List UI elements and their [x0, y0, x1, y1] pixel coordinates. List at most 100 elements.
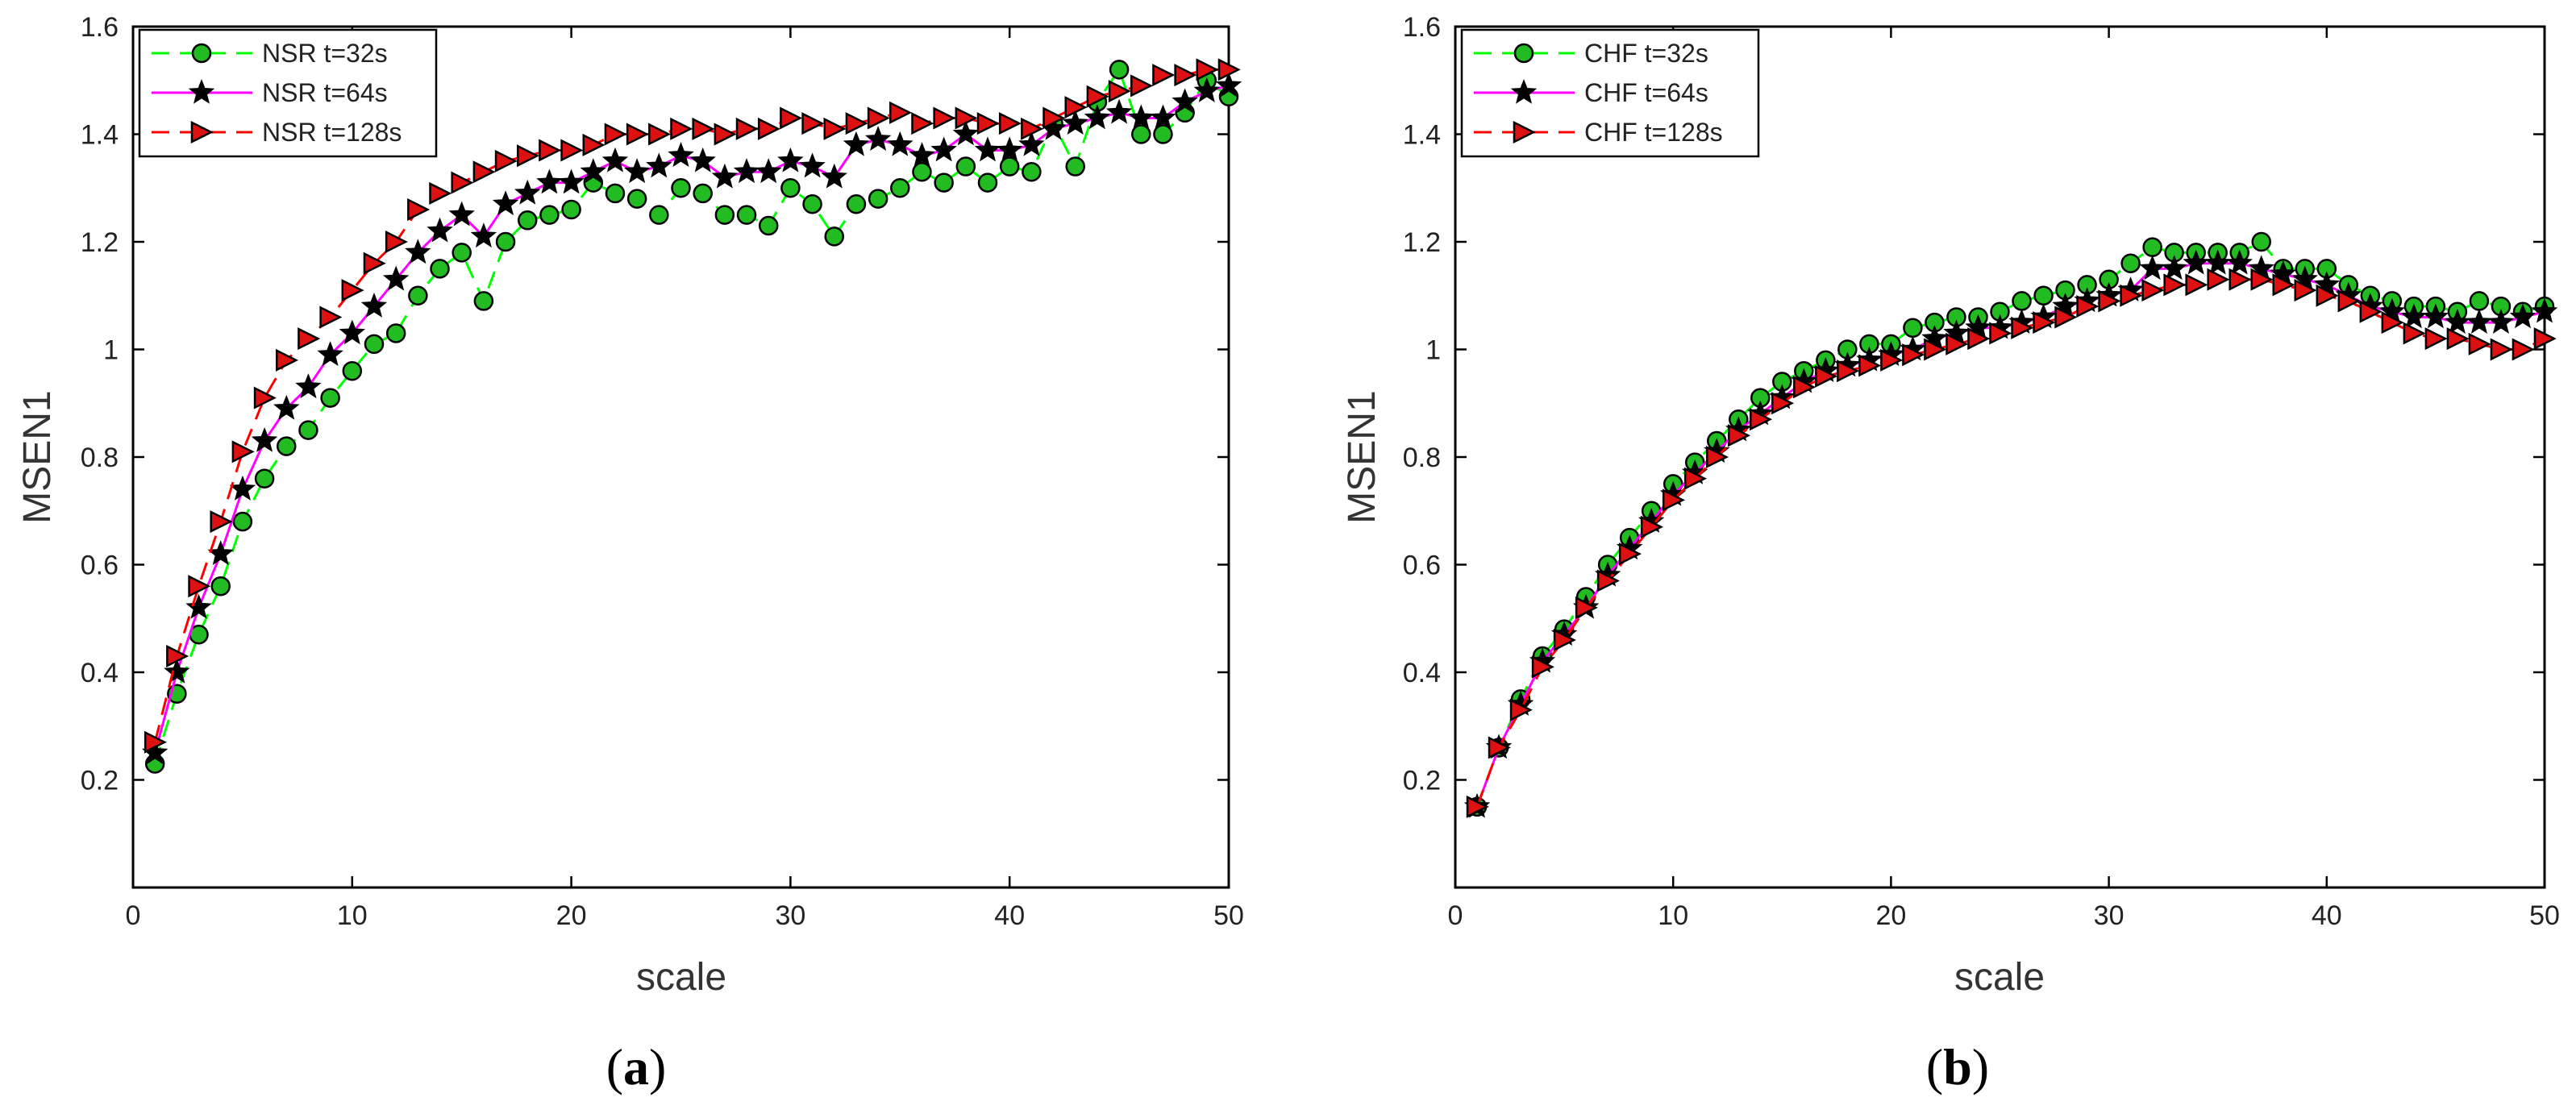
data-point [317, 341, 343, 366]
data-point [930, 136, 957, 162]
data-point [1042, 106, 1066, 130]
data-point [821, 163, 847, 189]
data-point [2469, 291, 2490, 311]
legend-entry: NSR t=32s [262, 39, 388, 68]
data-point [777, 147, 804, 173]
data-point [909, 142, 935, 167]
data-point [1989, 322, 2012, 345]
data-point [254, 468, 275, 488]
data-point [2294, 279, 2317, 302]
data-point [1152, 64, 1176, 87]
data-point [933, 106, 956, 130]
data-point [2511, 338, 2535, 361]
data-point [385, 323, 406, 343]
data-point [955, 156, 976, 177]
data-point [144, 730, 167, 754]
y-tick-label: 1.4 [81, 120, 119, 151]
data-point [339, 319, 366, 345]
panel-label: (b) [1926, 1038, 1989, 1095]
data-point [2403, 322, 2426, 345]
data-point [2033, 311, 2056, 335]
legend-entry: NSR t=128s [262, 118, 402, 147]
data-point [1153, 124, 1173, 144]
data-point [494, 149, 518, 173]
data-point [251, 426, 278, 452]
data-point [1150, 104, 1176, 130]
data-point [1171, 88, 1198, 114]
legend-swatch-marker [188, 78, 215, 104]
data-point [1903, 318, 1923, 339]
data-point [2141, 279, 2165, 302]
data-point [2011, 316, 2034, 339]
data-point [2161, 255, 2187, 281]
y-tick-label: 1.2 [81, 227, 119, 258]
data-point [560, 139, 584, 162]
data-point [1084, 104, 1111, 130]
panel-label-letter: b [1943, 1038, 1972, 1095]
data-point [2400, 303, 2428, 329]
data-point [1021, 117, 1044, 140]
data-point [1553, 628, 1576, 651]
data-point [1064, 96, 1088, 119]
data-point [626, 123, 649, 146]
data-point [1596, 569, 1620, 592]
legend-entry: CHF t=64s [1584, 78, 1708, 107]
data-point [229, 475, 256, 501]
data-point [1531, 655, 1554, 679]
data-point [1086, 85, 1109, 108]
data-point [604, 123, 627, 146]
data-point [298, 420, 318, 440]
y-tick-label: 1 [103, 335, 119, 366]
data-point [2422, 303, 2449, 329]
data-point [801, 112, 825, 135]
data-point [1728, 424, 1751, 447]
data-point [514, 179, 541, 205]
data-point [1108, 80, 1131, 103]
data-point [733, 158, 760, 184]
x-tick-label: 50 [1213, 900, 1244, 931]
data-point [2490, 338, 2513, 361]
data-point [1130, 74, 1154, 98]
data-point [364, 334, 385, 355]
data-point [516, 144, 540, 168]
data-point [232, 511, 253, 532]
data-point [648, 123, 672, 146]
y-tick-label: 1.6 [1403, 12, 1441, 43]
x-axis-label: scale [1954, 956, 2045, 999]
data-point [253, 386, 277, 409]
plot-area [1454, 25, 2546, 889]
data-point [2250, 268, 2274, 291]
plot-area [131, 25, 1230, 889]
data-point [1022, 161, 1042, 182]
data-point [319, 306, 343, 329]
data-point [580, 158, 606, 184]
data-point [2533, 327, 2557, 351]
y-tick-label: 0.6 [81, 551, 119, 581]
x-axis-label: scale [636, 956, 726, 999]
series-3 [144, 58, 1241, 754]
data-point [1109, 60, 1130, 80]
data-point [342, 360, 363, 381]
x-tick-label: 50 [2529, 900, 2560, 931]
data-point [890, 178, 910, 198]
data-point [452, 243, 472, 263]
y-tick-label: 0.8 [1403, 443, 1441, 473]
data-point [2054, 306, 2078, 329]
data-point [1062, 110, 1088, 135]
data-point [911, 112, 934, 135]
x-tick-label: 10 [337, 900, 368, 931]
x-tick-label: 10 [1658, 900, 1688, 931]
data-point [210, 510, 233, 534]
data-point [736, 205, 757, 225]
legend-swatch-marker [190, 120, 214, 144]
data-point [976, 112, 1000, 135]
data-point [385, 230, 408, 254]
data-point [1815, 364, 1838, 388]
data-point [649, 205, 669, 225]
data-point [430, 259, 450, 279]
data-point [1705, 445, 1729, 469]
data-point [2204, 249, 2231, 275]
data-point [802, 194, 822, 214]
data-point [517, 210, 538, 231]
data-point [996, 136, 1023, 162]
